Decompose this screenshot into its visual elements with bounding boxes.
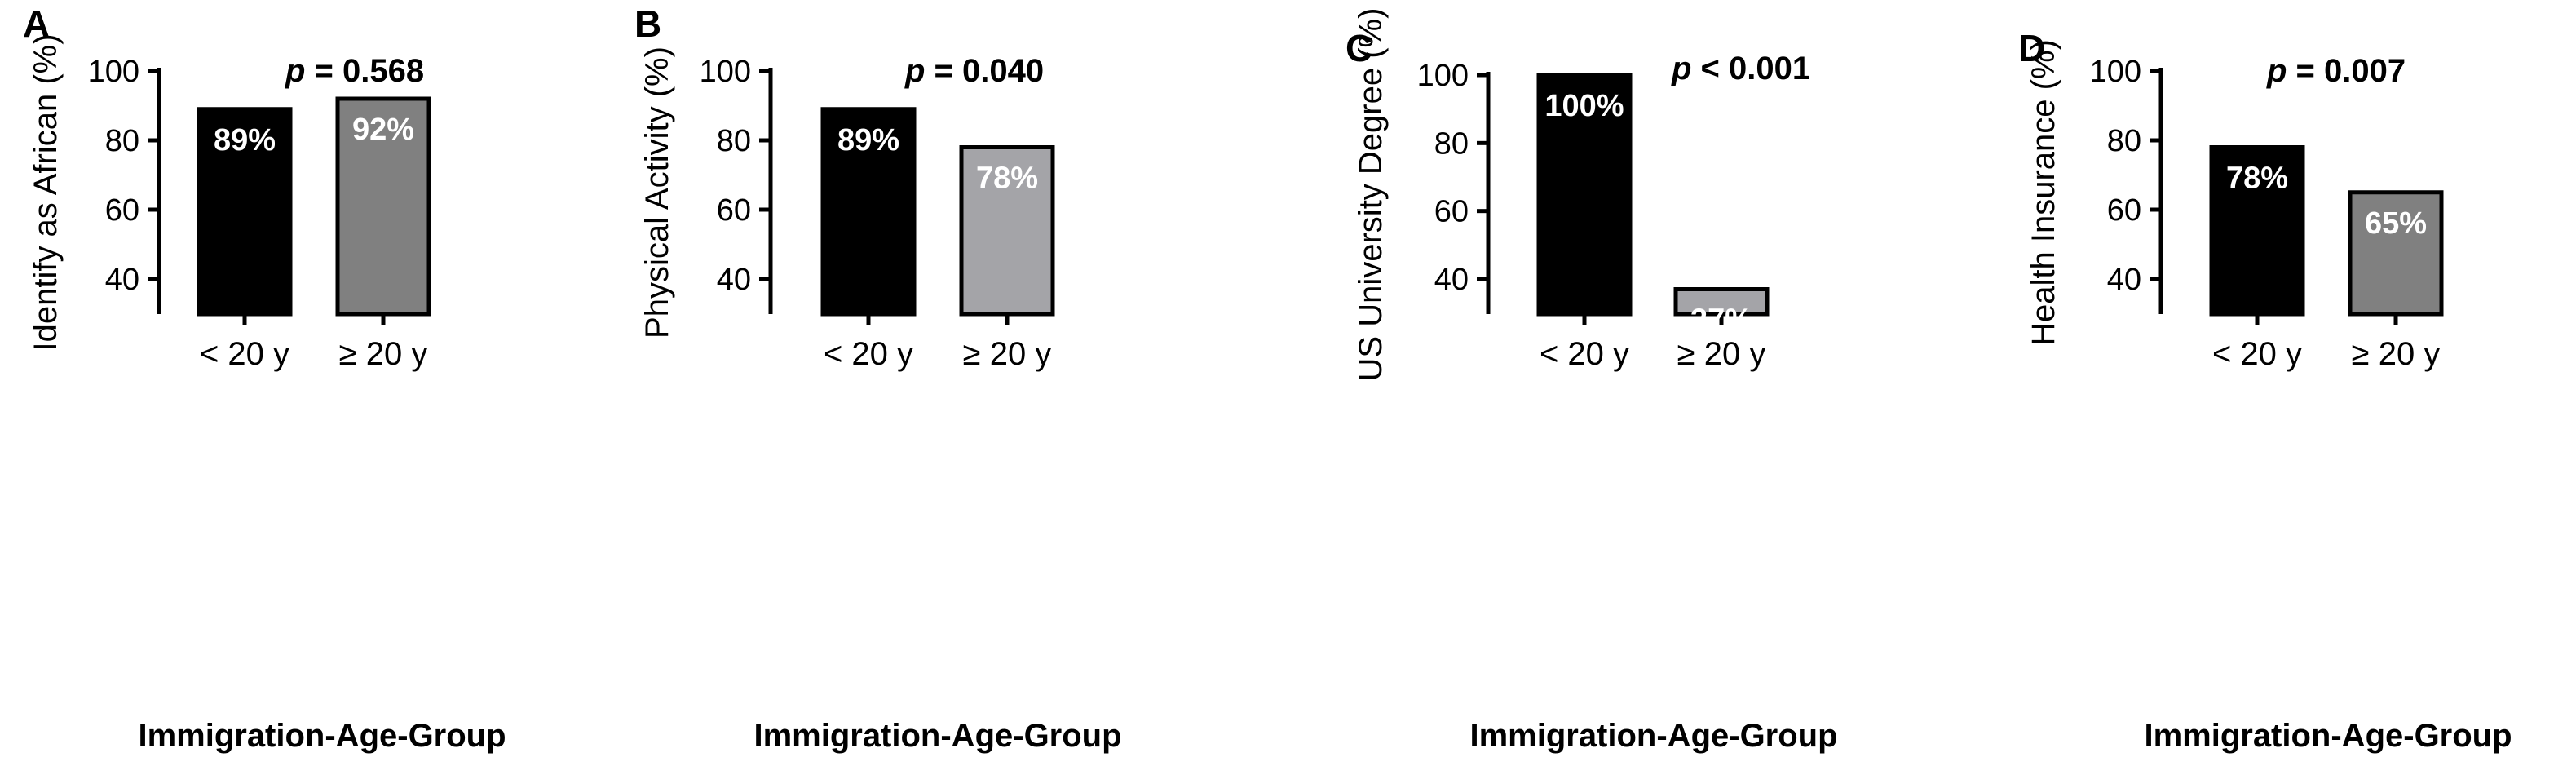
bar-value-label: 37%	[1690, 303, 1752, 338]
bar-value-label: 100%	[1544, 89, 1624, 123]
bar-under-20	[820, 107, 917, 317]
y-tick-label: 100	[700, 55, 751, 89]
p-value: p = 0.568	[285, 53, 424, 89]
y-axis-label: Physical Activity (%)	[639, 46, 675, 339]
p-value-text: = 0.007	[2287, 53, 2406, 89]
bar-over-20	[959, 145, 1055, 317]
bar-value-label: 92%	[352, 113, 414, 147]
chart-panel-c: C 40 60 80 100 US University Degree (%) 100% < …	[1345, 8, 1838, 754]
panel-letter: B	[634, 2, 661, 45]
y-tick-label: 100	[1417, 59, 1469, 93]
x-category-label: < 20 y	[200, 336, 289, 372]
x-axis-label: Immigration-Age-Group	[1469, 718, 1837, 754]
x-category-label: < 20 y	[2212, 336, 2302, 372]
x-category-label: < 20 y	[1540, 336, 1629, 372]
p-symbol: p	[2266, 53, 2287, 89]
bar-over-20	[1673, 287, 1770, 317]
p-symbol: p	[904, 53, 925, 89]
y-tick-label: 80	[2107, 124, 2141, 158]
p-value-text: < 0.001	[1691, 51, 1810, 86]
p-value: p = 0.040	[904, 53, 1044, 89]
x-category-label: ≥ 20 y	[963, 336, 1052, 372]
x-axis-label: Immigration-Age-Group	[2144, 718, 2512, 754]
x-axis-label: Immigration-Age-Group	[138, 718, 506, 754]
y-tick-label: 40	[2107, 263, 2141, 297]
y-tick-label: 40	[1434, 263, 1469, 297]
x-category-label: ≥ 20 y	[339, 336, 428, 372]
bar-value-label: 89%	[837, 123, 899, 157]
bar-value-label: 89%	[214, 123, 276, 157]
bar-value-label: 78%	[2226, 162, 2288, 196]
x-category-label: < 20 y	[824, 336, 913, 372]
chart-panel-a: A 40 60 80 100 Identify as African (%) 89% < 20…	[23, 2, 506, 754]
x-axis-label: Immigration-Age-Group	[753, 718, 1121, 754]
p-symbol: p	[285, 53, 305, 89]
y-tick-label: 100	[88, 55, 139, 89]
y-tick-label: 40	[717, 263, 751, 297]
bar-over-20	[335, 96, 431, 317]
bar-under-20	[2209, 145, 2305, 317]
bar-under-20	[1536, 73, 1633, 317]
p-value: p = 0.007	[2266, 53, 2406, 89]
bar-value-label: 65%	[2365, 206, 2427, 241]
p-value-text: = 0.568	[305, 53, 424, 89]
x-category-label: ≥ 20 y	[2352, 336, 2441, 372]
y-tick-label: 60	[1434, 195, 1469, 229]
p-value: p < 0.001	[1671, 51, 1810, 86]
y-axis-label: Health Insurance (%)	[2026, 39, 2061, 346]
x-category-label: ≥ 20 y	[1677, 336, 1766, 372]
panel-letter: A	[23, 2, 50, 45]
y-tick-label: 100	[2090, 55, 2141, 89]
bar-over-20	[2348, 190, 2444, 317]
y-axis-label: Identify as African (%)	[28, 33, 64, 351]
y-tick-label: 60	[105, 193, 139, 228]
y-tick-label: 40	[105, 263, 139, 297]
y-tick-label: 80	[717, 124, 751, 158]
y-tick-label: 60	[2107, 193, 2141, 228]
y-tick-label: 80	[1434, 126, 1469, 161]
y-axis-label: US University Degree (%)	[1353, 8, 1389, 382]
bar-value-label: 78%	[976, 162, 1038, 196]
y-tick-label: 80	[105, 124, 139, 158]
chart-panel-d: D 40 60 80 100 Health Insurance (%) 78% < 20 y 6…	[2018, 27, 2512, 754]
panel-letter: D	[2018, 27, 2045, 69]
y-tick-label: 60	[717, 193, 751, 228]
p-value-text: = 0.040	[925, 53, 1044, 89]
panel-letter: C	[1345, 27, 1372, 69]
p-symbol: p	[1671, 51, 1691, 86]
chart-panel-b: B 40 60 80 100 Physical Activity (%) 89% < 20 y…	[634, 2, 1122, 754]
bar-under-20	[197, 107, 293, 317]
